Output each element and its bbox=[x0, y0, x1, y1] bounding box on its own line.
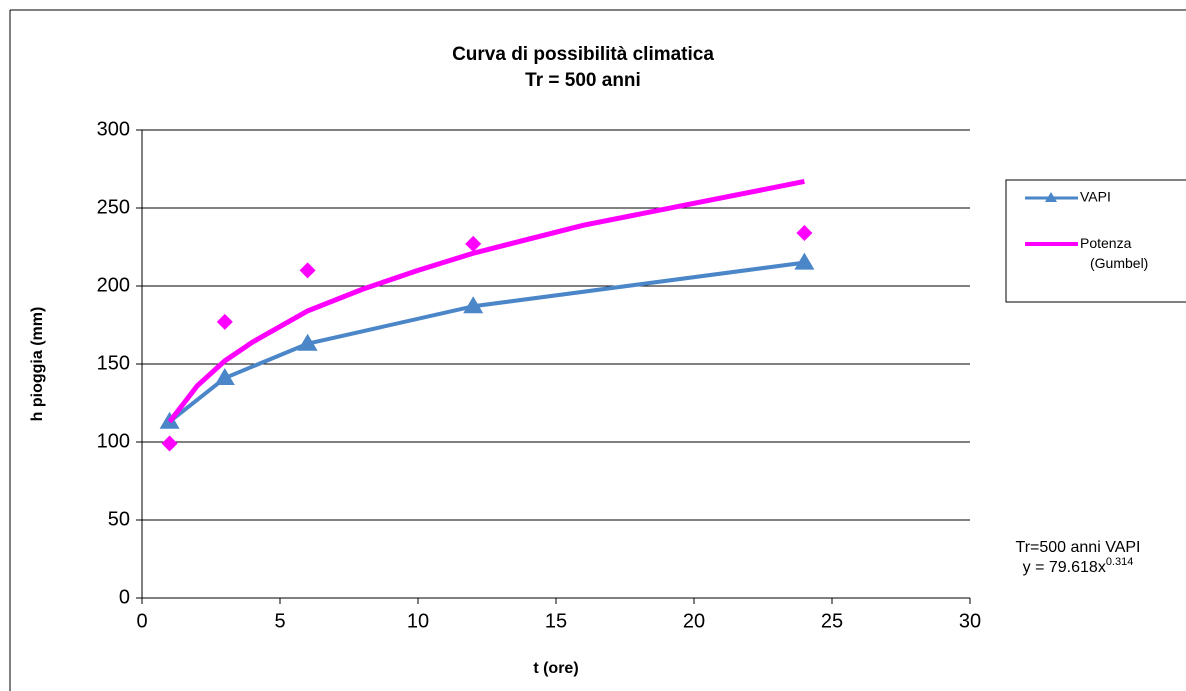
x-tick-label: 15 bbox=[545, 610, 567, 632]
legend-label-line: Potenza bbox=[1080, 235, 1132, 251]
data-point bbox=[299, 262, 316, 279]
y-tick-label: 100 bbox=[97, 430, 130, 452]
legend-label-line: (Gumbel) bbox=[1090, 255, 1148, 271]
y-tick-label: 150 bbox=[97, 352, 130, 374]
chart-title: Curva di possibilità climatica bbox=[452, 44, 714, 65]
x-tick-label: 0 bbox=[136, 610, 147, 632]
chart-title: Tr = 500 anni bbox=[525, 70, 641, 91]
legend-label: Potenza (Gumbel) bbox=[1080, 235, 1148, 271]
x-tick-label: 20 bbox=[683, 610, 705, 632]
legend-marker bbox=[1045, 192, 1057, 202]
y-tick-label: 250 bbox=[97, 196, 130, 218]
data-point bbox=[161, 435, 178, 452]
data-point bbox=[214, 368, 235, 386]
legend-box bbox=[1005, 179, 1186, 303]
x-tick-label: 25 bbox=[821, 610, 843, 632]
y-tick-label: 0 bbox=[119, 586, 130, 608]
data-point bbox=[297, 333, 318, 351]
x-tick-label: 5 bbox=[274, 610, 285, 632]
annotation-equation: y = 79.618x0.314 bbox=[1023, 556, 1134, 576]
y-axis-label: h pioggia (mm) bbox=[29, 307, 46, 422]
y-tick-label: 300 bbox=[97, 118, 130, 140]
series-line bbox=[167, 179, 805, 424]
legend-label: VAPI bbox=[1080, 189, 1111, 205]
data-point bbox=[465, 235, 482, 252]
x-tick-label: 10 bbox=[407, 610, 429, 632]
y-tick-label: 50 bbox=[108, 508, 130, 530]
data-point bbox=[216, 313, 233, 330]
y-tick-label: 200 bbox=[97, 274, 130, 296]
equation-exponent: 0.314 bbox=[1106, 556, 1134, 568]
data-point bbox=[794, 252, 815, 270]
annotation-label: Tr=500 anni VAPI bbox=[1016, 539, 1141, 556]
equation-base: y = 79.618x bbox=[1023, 559, 1106, 576]
data-point bbox=[463, 296, 484, 314]
x-axis-label: t (ore) bbox=[533, 660, 578, 677]
x-tick-label: 30 bbox=[959, 610, 981, 632]
data-point bbox=[796, 224, 813, 241]
